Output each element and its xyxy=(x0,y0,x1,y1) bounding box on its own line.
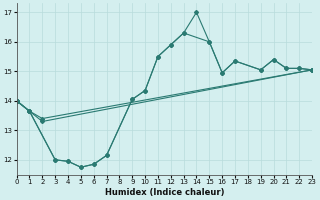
X-axis label: Humidex (Indice chaleur): Humidex (Indice chaleur) xyxy=(105,188,224,197)
